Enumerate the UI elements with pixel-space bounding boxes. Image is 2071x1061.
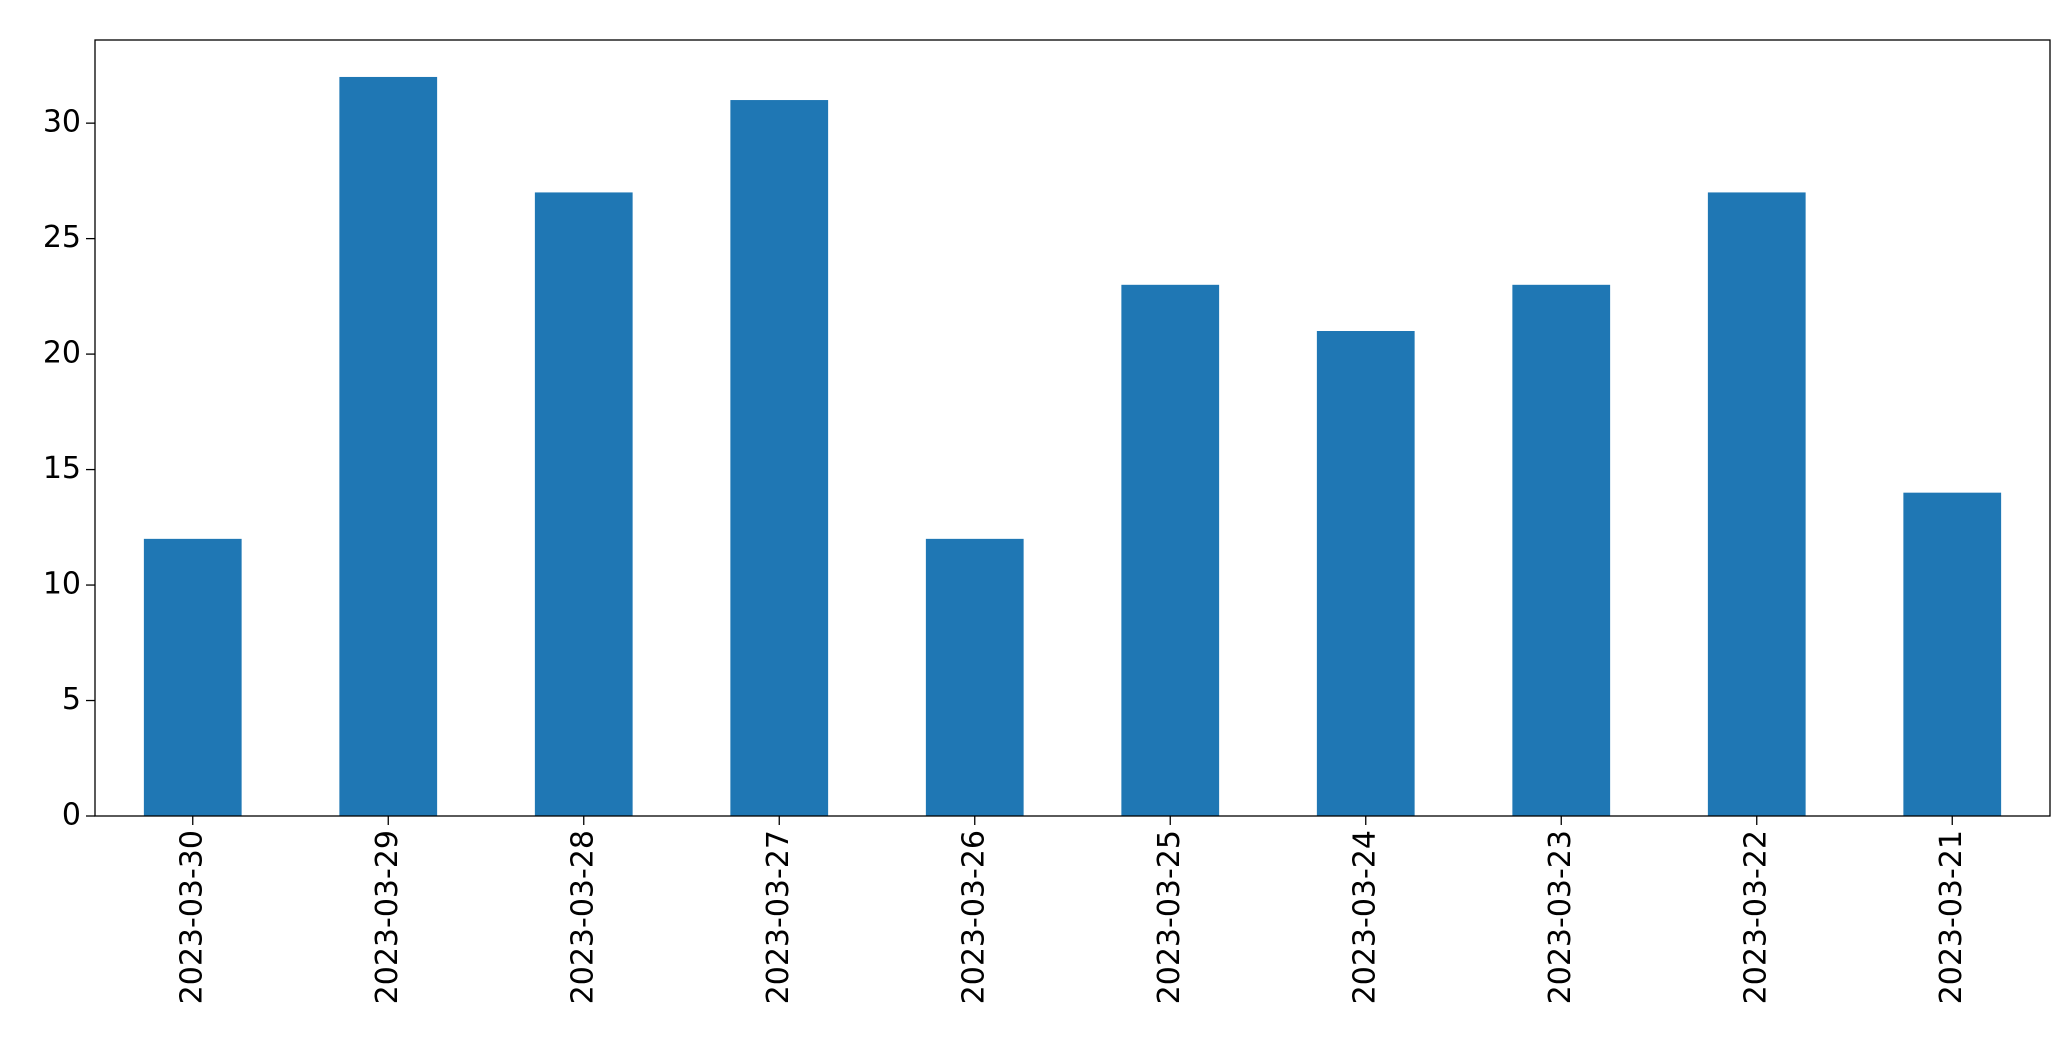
x-tick-label: 2023-03-26 [956, 830, 991, 1004]
bar [1903, 492, 2002, 816]
y-tick-label: 0 [62, 798, 81, 833]
x-tick-label: 2023-03-30 [174, 830, 209, 1004]
x-tick-label: 2023-03-29 [370, 830, 405, 1004]
x-tick-label: 2023-03-27 [761, 830, 796, 1004]
bar [1512, 284, 1611, 816]
x-tick-label: 2023-03-23 [1543, 830, 1578, 1004]
y-tick-label: 30 [43, 105, 81, 140]
y-tick-label: 5 [62, 682, 81, 717]
x-tick-label: 2023-03-25 [1152, 830, 1187, 1004]
x-tick-label: 2023-03-28 [565, 830, 600, 1004]
y-tick-label: 25 [43, 220, 81, 255]
bar [339, 76, 438, 816]
y-tick-label: 20 [43, 336, 81, 371]
x-tick-label: 2023-03-21 [1934, 830, 1969, 1004]
bar [730, 100, 829, 817]
bar [925, 538, 1024, 816]
axes-frame [94, 39, 2051, 817]
bar [1316, 331, 1415, 816]
bar [534, 192, 633, 816]
y-tick-label: 15 [43, 451, 81, 486]
x-tick-label: 2023-03-22 [1738, 830, 1773, 1004]
y-tick-label: 10 [43, 567, 81, 602]
bar [1707, 192, 1806, 816]
bar [1121, 284, 1220, 816]
x-tick-label: 2023-03-24 [1347, 830, 1382, 1004]
bar [143, 538, 242, 816]
